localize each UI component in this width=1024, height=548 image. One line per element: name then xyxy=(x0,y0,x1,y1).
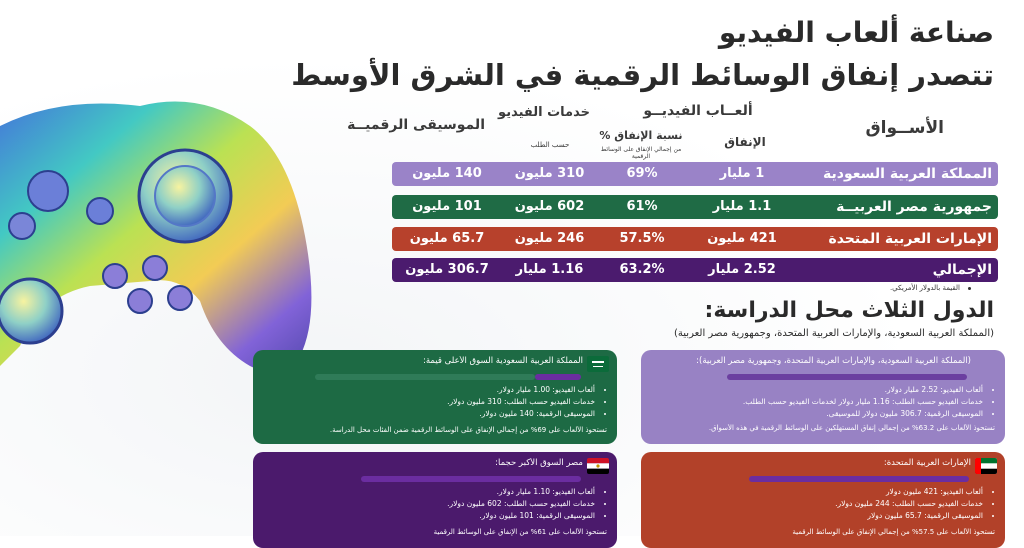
footnote-bullet xyxy=(968,287,971,290)
card-title: المملكة العربية السعودية السوق الأعلى قي… xyxy=(423,356,583,366)
list-item: الموسيقى الرقمية: 306.7 مليون دولار للمو… xyxy=(651,408,983,420)
list-item: الموسيقى الرقمية: 140 مليون دولار. xyxy=(263,408,595,420)
page-subtitle: تتصدر إنفاق الوسائط الرقمية في الشرق الأ… xyxy=(291,58,994,92)
cell-spending: 1.1 مليار xyxy=(712,199,772,214)
card-note: تستحوذ الألعاب على 63.2% من إجمالي إنفاق… xyxy=(708,424,995,432)
card-list: ألعاب الفيديو: 1.10 مليار دولار. خدمات ا… xyxy=(263,486,607,522)
table-row: جمهورية مصر العربيــة 1.1 مليار 61% 602 … xyxy=(392,195,998,219)
list-item: ألعاب الفيديو: 1.10 مليار دولار. xyxy=(263,486,595,498)
section-subtitle: (المملكة العربية السعودية، والإمارات الع… xyxy=(674,328,994,339)
header-video-games: ألعــاب الفيديــو xyxy=(643,103,753,119)
header-share-sub: من إجمالي الإنفاق على الوسائط الرقمية xyxy=(600,146,682,160)
header-vod-sub: حسب الطلب xyxy=(530,141,570,149)
cell-vod: 246 مليون xyxy=(514,231,585,246)
cell-spending: 2.52 مليار xyxy=(708,262,776,277)
cell-vod: 602 مليون xyxy=(514,199,585,214)
card-list: ألعاب الفيديو: 2.52 مليار دولار. خدمات ا… xyxy=(651,384,995,420)
page-title: صناعة ألعاب الفيديو xyxy=(718,16,994,49)
cell-market: الإمارات العربية المتحدة xyxy=(828,231,992,247)
card-title: الإمارات العربية المتحدة: xyxy=(883,458,971,468)
cell-vod: 310 مليون xyxy=(514,166,585,181)
card-bar xyxy=(727,374,967,380)
header-vod: خدمات الفيديو xyxy=(498,105,590,120)
table-row: المملكة العربية السعودية 1 مليار 69% 310… xyxy=(392,162,998,186)
card-title: مصر السوق الأكبر حجماً: xyxy=(495,458,583,468)
card-note: تستحوذ الألعاب على 69% من إجمالي الإنفاق… xyxy=(329,426,607,434)
list-item: خدمات الفيديو حسب الطلب: 310 مليون دولار… xyxy=(263,396,595,408)
card-title: (المملكة العربية السعودية، والإمارات الع… xyxy=(696,356,971,366)
cell-share: 69% xyxy=(626,166,658,181)
cell-music: 65.7 مليون xyxy=(409,231,485,246)
cell-share: 61% xyxy=(626,199,658,214)
card-bar xyxy=(535,374,581,380)
list-item: خدمات الفيديو حسب الطلب: 244 مليون دولار… xyxy=(651,498,983,510)
header-share: نسبة الإنفاق % xyxy=(599,129,683,142)
cell-share: 57.5% xyxy=(619,231,665,246)
cell-market: المملكة العربية السعودية xyxy=(823,166,992,182)
game-controller-icon xyxy=(0,101,312,372)
list-item: الموسيقى الرقمية: 101 مليون دولار. xyxy=(263,510,595,522)
card-bar xyxy=(749,476,969,482)
card-uae: الإمارات العربية المتحدة: ألعاب الفيديو:… xyxy=(641,452,1005,548)
card-regional: (المملكة العربية السعودية، والإمارات الع… xyxy=(641,350,1005,444)
card-egypt: مصر السوق الأكبر حجماً: ألعاب الفيديو: 1… xyxy=(253,452,617,548)
card-bar xyxy=(361,476,581,482)
list-item: خدمات الفيديو حسب الطلب: 1.16 مليار دولا… xyxy=(651,396,983,408)
table-footnote: القيمة بالدولار الأمريكي. xyxy=(889,284,960,292)
saudi-flag-icon xyxy=(587,356,609,372)
cell-music: 140 مليون xyxy=(412,166,482,181)
list-item: خدمات الفيديو حسب الطلب: 602 مليون دولار… xyxy=(263,498,595,510)
section-title: الدول الثلاث محل الدراسة: xyxy=(704,298,994,323)
table-row-total: الإجمالي 2.52 مليار 63.2% 1.16 مليار 306… xyxy=(392,258,998,282)
card-note: تستحوذ الألعاب على 61% من الإنفاق على ال… xyxy=(433,528,607,536)
table-row: الإمارات العربية المتحدة 421 مليون 57.5%… xyxy=(392,227,998,251)
cell-music: 306.7 مليون xyxy=(405,262,489,277)
header-spending: الإنفاق xyxy=(724,135,766,149)
card-saudi-arabia: المملكة العربية السعودية السوق الأعلى قي… xyxy=(253,350,617,444)
card-list: ألعاب الفيديو: 1.00 مليار دولار. خدمات ا… xyxy=(263,384,607,420)
list-item: الموسيقى الرقمية: 65.7 مليون دولار xyxy=(651,510,983,522)
egypt-flag-icon xyxy=(587,458,609,474)
card-note: تستحوذ الألعاب على 57.5% من إجمالي الإنف… xyxy=(792,528,995,536)
cell-vod: 1.16 مليار xyxy=(515,262,584,277)
list-item: ألعاب الفيديو: 2.52 مليار دولار. xyxy=(651,384,983,396)
cell-share: 63.2% xyxy=(619,262,665,277)
cell-spending: 421 مليون xyxy=(707,231,777,246)
list-item: ألعاب الفيديو: 421 مليون دولار xyxy=(651,486,983,498)
header-music: الموسيقى الرقميــة xyxy=(347,117,485,133)
cell-spending: 1 مليار xyxy=(719,166,765,181)
header-markets: الأســواق xyxy=(865,118,944,138)
list-item: ألعاب الفيديو: 1.00 مليار دولار. xyxy=(263,384,595,396)
uae-flag-icon xyxy=(975,458,997,474)
card-list: ألعاب الفيديو: 421 مليون دولار خدمات الف… xyxy=(651,486,995,522)
card-bar-track xyxy=(315,374,535,380)
cell-music: 101 مليون xyxy=(412,199,482,214)
cell-market: الإجمالي xyxy=(932,262,992,278)
cell-market: جمهورية مصر العربيــة xyxy=(836,199,992,215)
